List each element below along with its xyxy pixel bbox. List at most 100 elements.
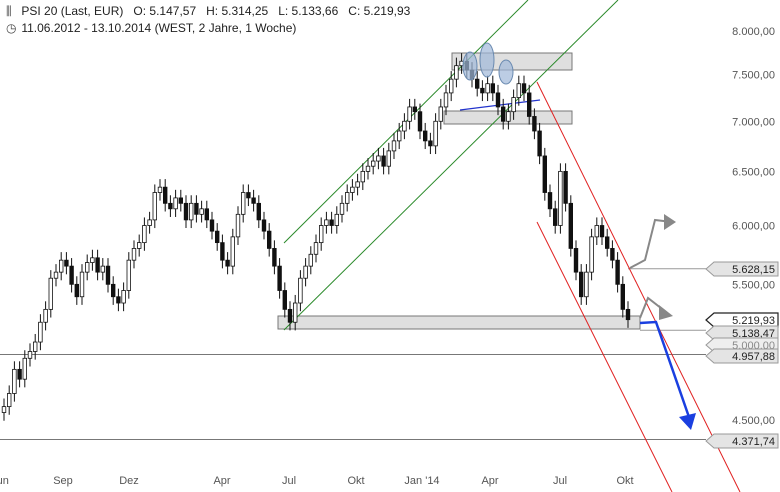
candle-body [412, 106, 417, 113]
candle-body [537, 130, 542, 157]
candle-body [370, 160, 376, 167]
candle-body [454, 65, 459, 80]
x-tick-label: Jul [553, 475, 567, 487]
candle-body [605, 236, 610, 249]
candle-body [313, 242, 319, 255]
candle-body [131, 248, 137, 261]
downtrend-lower-line [536, 221, 673, 492]
candle-body [318, 225, 324, 244]
candle-body [584, 271, 589, 298]
price-tag-label: 4.957,88 [732, 351, 775, 363]
clock-icon: ◷ [6, 21, 17, 35]
candle-body [27, 351, 33, 359]
y-tick-label: 7.500,00 [732, 70, 775, 82]
downtrend-upper-line [536, 81, 741, 492]
candle-body [386, 150, 391, 167]
candle-body [615, 259, 620, 285]
candle-body [542, 155, 547, 193]
price-tag [705, 433, 779, 449]
candle-body [199, 208, 204, 215]
candle-body [620, 283, 625, 310]
arrowhead-icon [664, 214, 676, 230]
y-tick-label: 7.000,00 [732, 116, 775, 128]
x-tick-label: Apr [481, 475, 498, 487]
annotations [462, 42, 696, 430]
candle-body [500, 106, 506, 122]
candle-body [157, 186, 163, 193]
candle-body [589, 236, 594, 273]
candle-body [396, 130, 402, 142]
candle-body [53, 271, 59, 279]
candle-body [344, 192, 350, 204]
range-line: ◷ 11.06.2012 - 13.10.2014 (WEST, 2 Jahre… [6, 21, 296, 35]
arrowhead-icon [659, 305, 673, 320]
x-tick-label: Jun [0, 475, 9, 487]
candle-body [277, 265, 282, 291]
candle-body [350, 186, 355, 193]
candle-body [173, 197, 178, 210]
candle-body [7, 393, 12, 408]
candle-body [100, 265, 105, 273]
candle-body [38, 321, 43, 343]
candle-body [105, 265, 111, 285]
candle-body [266, 230, 272, 249]
high-value: H: 5.314,25 [206, 4, 269, 18]
price-tag-label: 5.628,15 [732, 264, 775, 276]
candle-body [511, 97, 516, 113]
candle-body [79, 271, 85, 298]
channel-lower-line [283, 0, 619, 331]
candle-body [121, 290, 126, 304]
candle-body [365, 165, 371, 172]
y-tick-label: 4.500,00 [732, 415, 775, 427]
candle-body [22, 357, 27, 380]
candle-body [381, 155, 386, 167]
candle-body [625, 308, 631, 321]
candle-body [563, 170, 568, 204]
candle-body [85, 262, 90, 273]
x-axis: Jun Sep Dez Apr Jul Okt Jan '14 Apr Jul Okt [0, 475, 634, 487]
candle-body [230, 236, 235, 267]
x-tick-label: Okt [347, 475, 364, 487]
candle-body [272, 248, 277, 267]
candle-body [417, 111, 423, 132]
price-tag [705, 348, 779, 364]
shoulder-marker [498, 59, 514, 85]
candle-body [1, 406, 7, 413]
candle-body [506, 111, 511, 122]
candle-body [188, 202, 194, 221]
candle-body [568, 202, 573, 249]
candle-body [594, 225, 599, 238]
candle-body [329, 219, 334, 226]
candle-body [610, 248, 615, 261]
candle-body [495, 92, 501, 108]
price-tags: 5.628,155.219,935.138,475.000,004.957,88… [705, 261, 779, 449]
candle-body [235, 213, 241, 238]
candle-body [448, 78, 454, 94]
candle-body [162, 186, 168, 204]
candle-body [579, 271, 584, 298]
candle-body [95, 257, 100, 273]
candle-body [126, 259, 131, 291]
scenario-down-arrow [639, 320, 692, 421]
candle-body [443, 92, 449, 108]
candle-body [599, 225, 605, 238]
candle-body [355, 181, 360, 188]
ohlc-line: ⫼ PSI 20 (Last, EUR) O: 5.147,57 H: 5.31… [6, 4, 410, 19]
candle-body [474, 78, 480, 89]
candle-body [527, 92, 532, 117]
candle-body [90, 257, 95, 263]
close-value: C: 5.219,93 [348, 4, 411, 18]
candle-body [33, 341, 38, 352]
candle-body [516, 83, 521, 98]
candle-body [240, 192, 246, 215]
candle-body [324, 219, 329, 226]
price-tag [705, 312, 779, 328]
candle-body [334, 213, 339, 226]
candle-body [225, 259, 230, 267]
candle-body [43, 308, 48, 323]
head-marker [479, 42, 495, 78]
open-value: O: 5.147,57 [133, 4, 197, 18]
date-range: 11.06.2012 - 13.10.2014 (WEST, 2 Jahre, … [21, 21, 297, 35]
candle-body [553, 208, 558, 226]
